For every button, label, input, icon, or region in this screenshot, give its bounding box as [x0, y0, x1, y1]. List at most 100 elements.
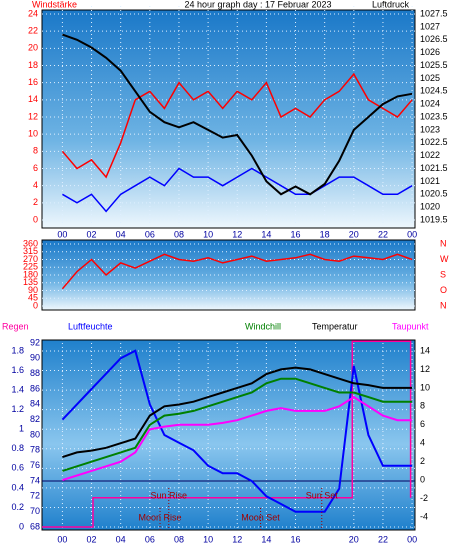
panel-direction — [41, 239, 416, 311]
x-tick-label: 04 — [116, 229, 126, 239]
y2-tick-label: 14 — [420, 345, 430, 355]
y2-tick-label: 1026 — [420, 47, 440, 57]
x-tick-label: 02 — [87, 534, 97, 544]
y3-tick-label: 92 — [30, 337, 40, 347]
y-tick-label: 6 — [33, 163, 38, 173]
panel-wind — [41, 9, 416, 229]
y2-tick-label: O — [440, 285, 447, 295]
series-line — [42, 340, 412, 528]
y3-tick-label: 82 — [30, 414, 40, 424]
y-tick-label: 16 — [28, 77, 38, 87]
y2-tick-label: -4 — [420, 511, 428, 521]
panel-temp — [41, 339, 416, 531]
chart-title: 24 hour graph day : 17 Februar 2023 — [184, 0, 331, 9]
y-tick-label: 0 — [33, 300, 38, 310]
x-tick-label: 00 — [57, 229, 67, 239]
y2-tick-label: 8 — [420, 401, 425, 411]
y-tick-label: 315 — [23, 246, 38, 256]
legend-entry: Windchill — [245, 321, 281, 331]
x-tick-label: 22 — [378, 534, 388, 544]
y-tick-label: 1 — [19, 424, 24, 434]
y-tick-label: 10 — [28, 129, 38, 139]
annotation: Moon Rise — [139, 512, 182, 522]
y-label: Windstärke — [32, 0, 77, 9]
y2-tick-label: 1022 — [420, 150, 440, 160]
y3-tick-label: 70 — [30, 506, 40, 516]
y2-tick-label: 1025 — [420, 73, 440, 83]
y-tick-label: 270 — [23, 254, 38, 264]
y-tick-label: 14 — [28, 94, 38, 104]
legend-entry: Regen — [2, 321, 29, 331]
y-tick-label: 20 — [28, 43, 38, 53]
y-tick-label: 4 — [33, 180, 38, 190]
y-tick-label: 22 — [28, 26, 38, 36]
x-tick-label: 06 — [145, 534, 155, 544]
y2-tick-label: 6 — [420, 419, 425, 429]
legend-entry: Taupunkt — [392, 321, 429, 331]
x-tick-label: 16 — [291, 229, 301, 239]
x-tick-label: 08 — [174, 534, 184, 544]
y-tick-label: 45 — [28, 293, 38, 303]
y-tick-label: 0.2 — [11, 502, 24, 512]
x-tick-label: 18 — [320, 229, 330, 239]
y3-tick-label: 78 — [30, 445, 40, 455]
x-tick-label: 20 — [349, 534, 359, 544]
y-tick-label: 0 — [19, 521, 24, 531]
y-tick-label: 1.4 — [11, 384, 24, 394]
y-tick-label: 1.8 — [11, 345, 24, 355]
y2-tick-label: 1019.5 — [420, 214, 448, 224]
y3-tick-label: 74 — [30, 475, 40, 485]
y-tick-label: 90 — [28, 285, 38, 295]
legend-entry: Luftfeuchte — [68, 321, 113, 331]
y-tick-label: 12 — [28, 111, 38, 121]
y3-tick-label: 72 — [30, 491, 40, 501]
y-tick-label: 180 — [23, 269, 38, 279]
y2-tick-label: 1026.5 — [420, 34, 448, 44]
y3-tick-label: 76 — [30, 460, 40, 470]
y-tick-label: 360 — [23, 238, 38, 248]
x-tick-label: 06 — [145, 229, 155, 239]
y-tick-label: 18 — [28, 60, 38, 70]
legend-entry: Temperatur — [312, 321, 358, 331]
x-tick-label: 00 — [407, 534, 417, 544]
annotation: Moon Set — [241, 512, 280, 522]
y3-tick-label: 86 — [30, 383, 40, 393]
y2-tick-label: 1027 — [420, 21, 440, 31]
x-tick-label: 16 — [291, 534, 301, 544]
series-line — [62, 167, 413, 213]
series-line — [62, 377, 413, 472]
y2-tick-label: 1022.5 — [420, 137, 448, 147]
y3-tick-label: 84 — [30, 399, 40, 409]
x-tick-label: 00 — [407, 229, 417, 239]
series-line — [62, 395, 413, 482]
y-tick-label: 2 — [33, 197, 38, 207]
series-line — [61, 72, 413, 179]
y2-tick-label: 1020.5 — [420, 189, 448, 199]
y-tick-label: 1.2 — [11, 404, 24, 414]
y2-tick-label: 1024 — [420, 99, 440, 109]
y2-tick-label: S — [440, 269, 446, 279]
y-tick-label: 0.8 — [11, 443, 24, 453]
y-tick-label: 24 — [28, 8, 38, 18]
x-tick-label: 14 — [261, 229, 271, 239]
y2-tick-label: 0 — [420, 474, 425, 484]
y2-tick-label: 1027.5 — [420, 8, 448, 18]
x-tick-label: 08 — [174, 229, 184, 239]
y3-tick-label: 90 — [30, 353, 40, 363]
y2-tick-label: 1023 — [420, 124, 440, 134]
y-tick-label: 0.4 — [11, 482, 24, 492]
y2-tick-label: 2 — [420, 456, 425, 466]
y2-tick-label: 1024.5 — [420, 86, 448, 96]
x-tick-label: 14 — [261, 534, 271, 544]
y-tick-label: 0 — [33, 214, 38, 224]
x-tick-label: 20 — [349, 229, 359, 239]
y2-tick-label: N — [440, 300, 447, 310]
y3-tick-label: 68 — [30, 521, 40, 531]
x-tick-label: 22 — [378, 229, 388, 239]
y2-tick-label: W — [440, 254, 449, 264]
y2-tick-label: 12 — [420, 364, 430, 374]
y3-tick-label: 88 — [30, 368, 40, 378]
x-tick-label: 04 — [116, 534, 126, 544]
x-tick-label: 12 — [232, 534, 242, 544]
